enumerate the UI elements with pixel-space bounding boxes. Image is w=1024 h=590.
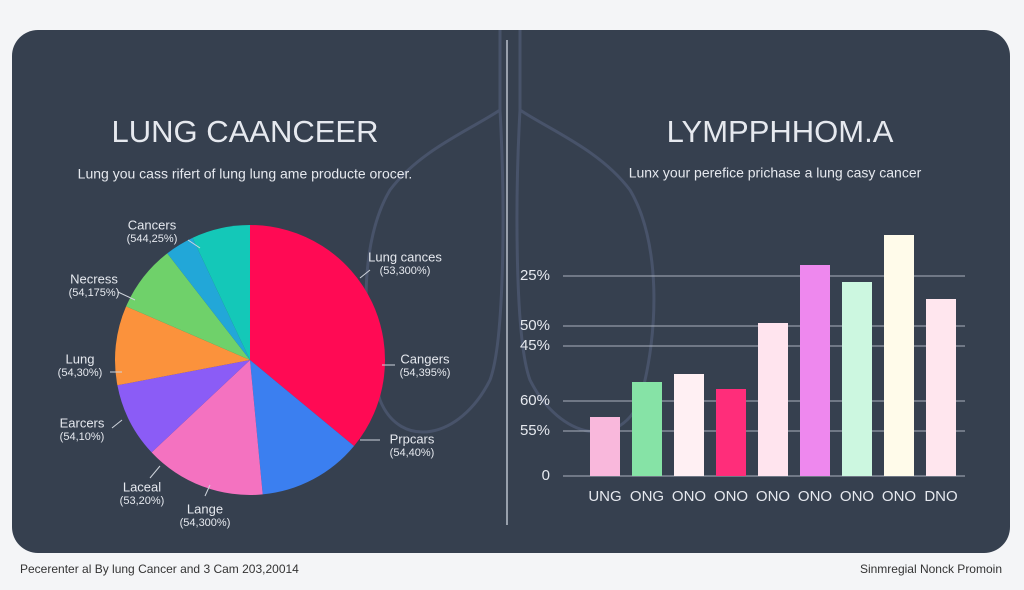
annotation-sub: (53,20%) bbox=[120, 495, 165, 507]
annotation-sub: (54,30%) bbox=[58, 367, 103, 379]
annotation-sub: (54,175%) bbox=[69, 287, 120, 299]
pie-slice bbox=[250, 360, 355, 495]
pie-slice bbox=[117, 360, 250, 453]
annotation: Lung bbox=[66, 351, 95, 366]
x-tick-label: ONO bbox=[714, 488, 748, 505]
chart-title: LUNG CAANCEER bbox=[112, 114, 379, 149]
x-tick-label: ONO bbox=[882, 488, 916, 505]
pie-slice bbox=[167, 237, 250, 360]
x-tick-label: ONO bbox=[756, 488, 790, 505]
annotation-sub: (54,10%) bbox=[60, 431, 105, 443]
y-tick-label: 60% bbox=[520, 392, 550, 409]
pie-slice bbox=[192, 225, 250, 360]
annotation: Necress bbox=[70, 271, 118, 286]
x-tick-label: UNG bbox=[588, 488, 621, 505]
bar bbox=[884, 235, 914, 476]
leader-line bbox=[149, 465, 161, 479]
bar bbox=[800, 265, 830, 476]
bar bbox=[926, 299, 956, 476]
chart-subtitle: Lung you cass rifert of lung lung ame pr… bbox=[78, 166, 413, 182]
footer-right: Sinmregial Nonck Promoin bbox=[860, 562, 1002, 576]
pie-slice bbox=[115, 306, 251, 386]
annotation: Cangers bbox=[400, 351, 450, 366]
annotation-sub: (53,300%) bbox=[380, 265, 431, 277]
y-tick-label: 0 bbox=[542, 467, 550, 484]
annotation: Laceal bbox=[123, 479, 161, 494]
x-tick-label: ONO bbox=[798, 488, 832, 505]
annotation-sub: (54,40%) bbox=[390, 447, 435, 459]
chart-subtitle: Lunx your perefice prichase a lung casy … bbox=[629, 165, 922, 181]
y-tick-label: 45% bbox=[520, 337, 550, 354]
y-tick-label: 25% bbox=[520, 267, 550, 284]
bar bbox=[590, 417, 620, 476]
leader-line bbox=[117, 291, 136, 301]
x-tick-label: ONO bbox=[672, 488, 706, 505]
x-tick-label: ONG bbox=[630, 488, 664, 505]
annotation: Cancers bbox=[128, 217, 177, 232]
annotation: Prpcars bbox=[390, 431, 435, 446]
bar bbox=[632, 382, 662, 476]
bar bbox=[758, 323, 788, 476]
y-tick-label: 55% bbox=[520, 422, 550, 439]
footer-left: Pecerenter al By lung Cancer and 3 Cam 2… bbox=[20, 562, 299, 576]
bar bbox=[674, 374, 704, 476]
leader-line bbox=[187, 239, 201, 249]
x-tick-label: DNO bbox=[924, 488, 957, 505]
annotation-sub: (544,25%) bbox=[127, 233, 178, 245]
chart-title: LYMPPHHOM.A bbox=[667, 114, 894, 149]
x-tick-label: ONO bbox=[840, 488, 874, 505]
leader-line bbox=[204, 484, 211, 497]
pie-slice bbox=[126, 253, 250, 360]
bar bbox=[842, 282, 872, 476]
y-tick-label: 50% bbox=[520, 317, 550, 334]
pie-slice bbox=[151, 360, 263, 495]
pie-slice bbox=[250, 225, 385, 447]
leader-line bbox=[111, 419, 123, 429]
annotation-sub: (54,395%) bbox=[400, 367, 451, 379]
leader-line bbox=[359, 269, 371, 279]
annotation-sub: (54,300%) bbox=[180, 517, 231, 529]
annotation: Lange bbox=[187, 501, 223, 516]
annotation: Earcers bbox=[60, 415, 105, 430]
bar bbox=[716, 389, 746, 476]
annotation: Lung cances bbox=[368, 249, 442, 264]
